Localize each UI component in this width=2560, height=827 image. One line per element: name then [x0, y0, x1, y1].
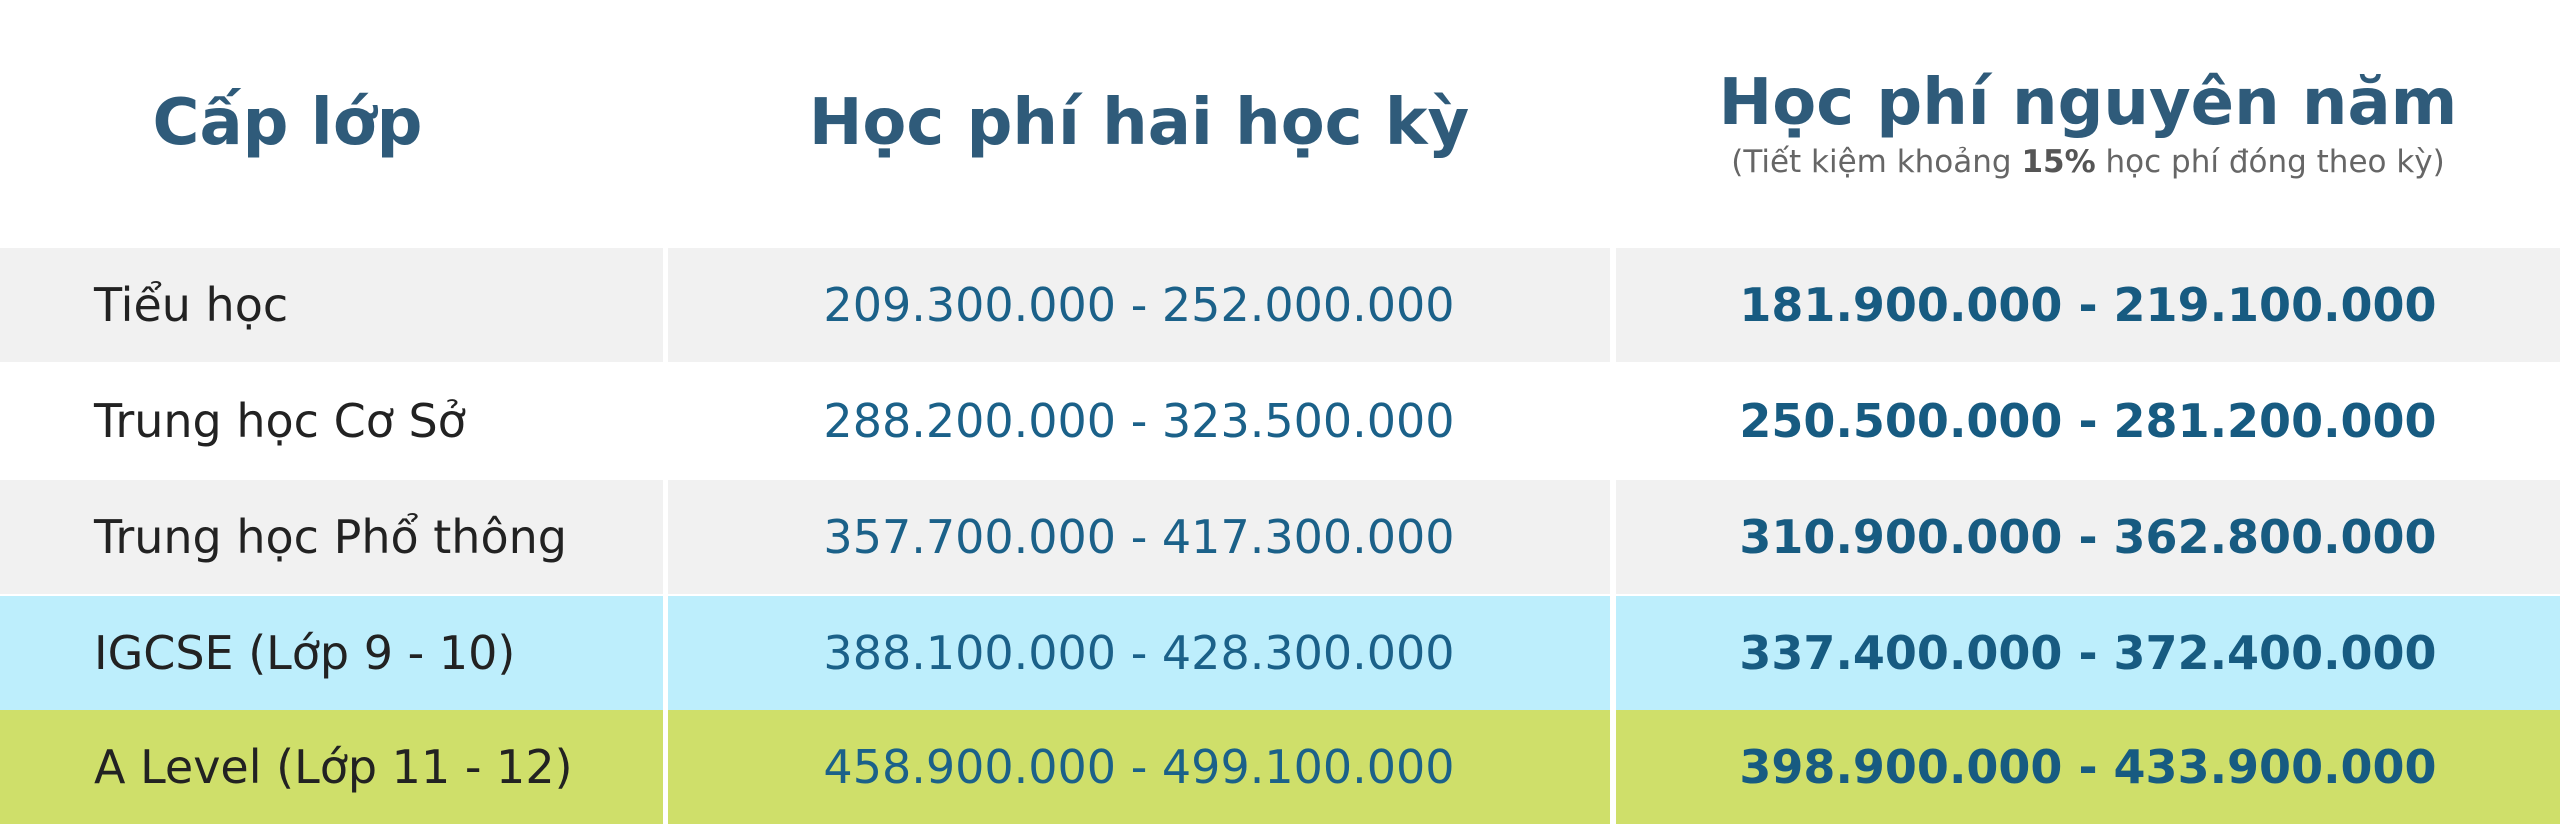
note-highlight: 15%	[2021, 144, 2096, 180]
fee-cell: 398.900.000 - 433.900.000	[1616, 710, 2560, 824]
note-text: học phí đóng theo kỳ)	[2095, 144, 2445, 180]
column-note: (Tiết kiệm khoảng 15% học phí đóng theo …	[1731, 144, 2444, 180]
fee-cell: 458.900.000 - 499.100.000	[668, 710, 1610, 824]
fee-cell: 357.700.000 - 417.300.000	[668, 480, 1610, 594]
table-row: IGCSE (Lớp 9 - 10) 388.100.000 - 428.300.…	[0, 596, 2560, 710]
level-cell: IGCSE (Lớp 9 - 10)	[0, 596, 663, 710]
fee-cell: 310.900.000 - 362.800.000	[1616, 480, 2560, 594]
column-header: Học phí nguyên năm	[1718, 66, 2458, 140]
table-row: A Level (Lớp 11 - 12) 458.900.000 - 499.1…	[0, 710, 2560, 824]
column-header-group: Học phí nguyên năm (Tiết kiệm khoảng 15%…	[1616, 0, 2560, 246]
fee-cell: 288.200.000 - 323.500.000	[668, 364, 1610, 478]
fee-cell: 388.100.000 - 428.300.000	[668, 596, 1610, 710]
column-header: Học phí hai học kỳ	[808, 86, 1470, 160]
level-cell: Trung học Cơ Sở	[0, 364, 663, 478]
column-header: Cấp lớp	[152, 86, 423, 160]
fee-cell: 181.900.000 - 219.100.000	[1616, 248, 2560, 362]
level-cell: Trung học Phổ thông	[0, 480, 663, 594]
table-row: Trung học Phổ thông 357.700.000 - 417.300…	[0, 480, 2560, 594]
table-row: Tiểu học 209.300.000 - 252.000.000 181.900…	[0, 248, 2560, 362]
fee-cell: 209.300.000 - 252.000.000	[668, 248, 1610, 362]
level-cell: A Level (Lớp 11 - 12)	[0, 710, 663, 824]
note-text: (Tiết kiệm khoảng	[1731, 144, 2022, 180]
fee-cell: 250.500.000 - 281.200.000	[1616, 364, 2560, 478]
table-row: Trung học Cơ Sở 288.200.000 - 323.500.000…	[0, 364, 2560, 478]
level-cell: Tiểu học	[0, 248, 663, 362]
fee-cell: 337.400.000 - 372.400.000	[1616, 596, 2560, 710]
